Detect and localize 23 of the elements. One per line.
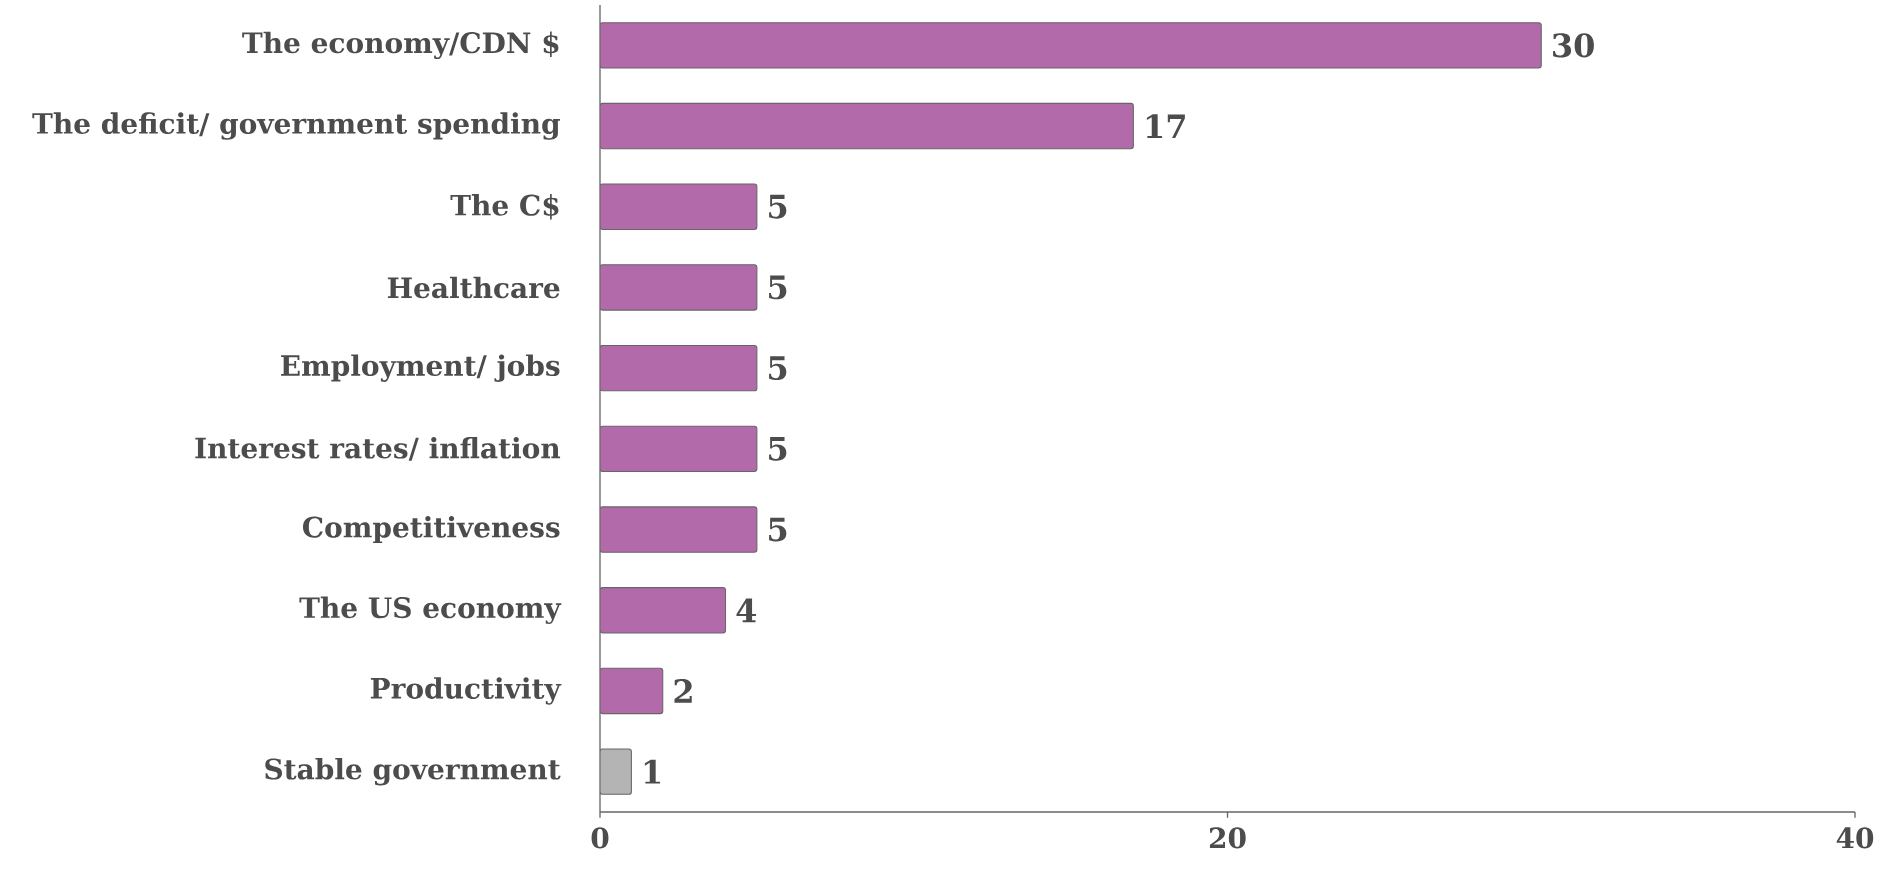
y-tick-label: Interest rates/ inflation (195, 436, 561, 461)
data-label: 5 (769, 194, 787, 219)
y-tick-label: Employment/ jobs (281, 354, 560, 382)
y-tick-label: The C$ (450, 194, 559, 220)
y-tick-label: The US economy (299, 596, 562, 624)
y-tick-label: Productivity (370, 677, 562, 705)
y-tick-label: Stable government (265, 757, 561, 786)
x-tick-label: 40 (1836, 827, 1874, 849)
data-label: 5 (769, 356, 787, 381)
y-tick-label: Healthcare (387, 276, 560, 299)
data-label: 5 (769, 275, 787, 300)
data-label: 5 (769, 517, 787, 542)
data-label: 1 (644, 759, 661, 784)
data-label: 2 (674, 679, 692, 703)
y-tick-label: The economy/CDN $ (242, 31, 559, 60)
data-label: 17 (1146, 114, 1185, 138)
y-tick-label: Competitiveness (302, 516, 560, 544)
data-label: 30 (1553, 33, 1594, 58)
y-tick-label: The deficit/ government spending (32, 112, 560, 140)
x-tick-label: 20 (1209, 827, 1246, 849)
x-tick-label: 0 (591, 827, 609, 849)
data-label: 4 (736, 598, 757, 623)
data-label: 5 (769, 436, 787, 461)
